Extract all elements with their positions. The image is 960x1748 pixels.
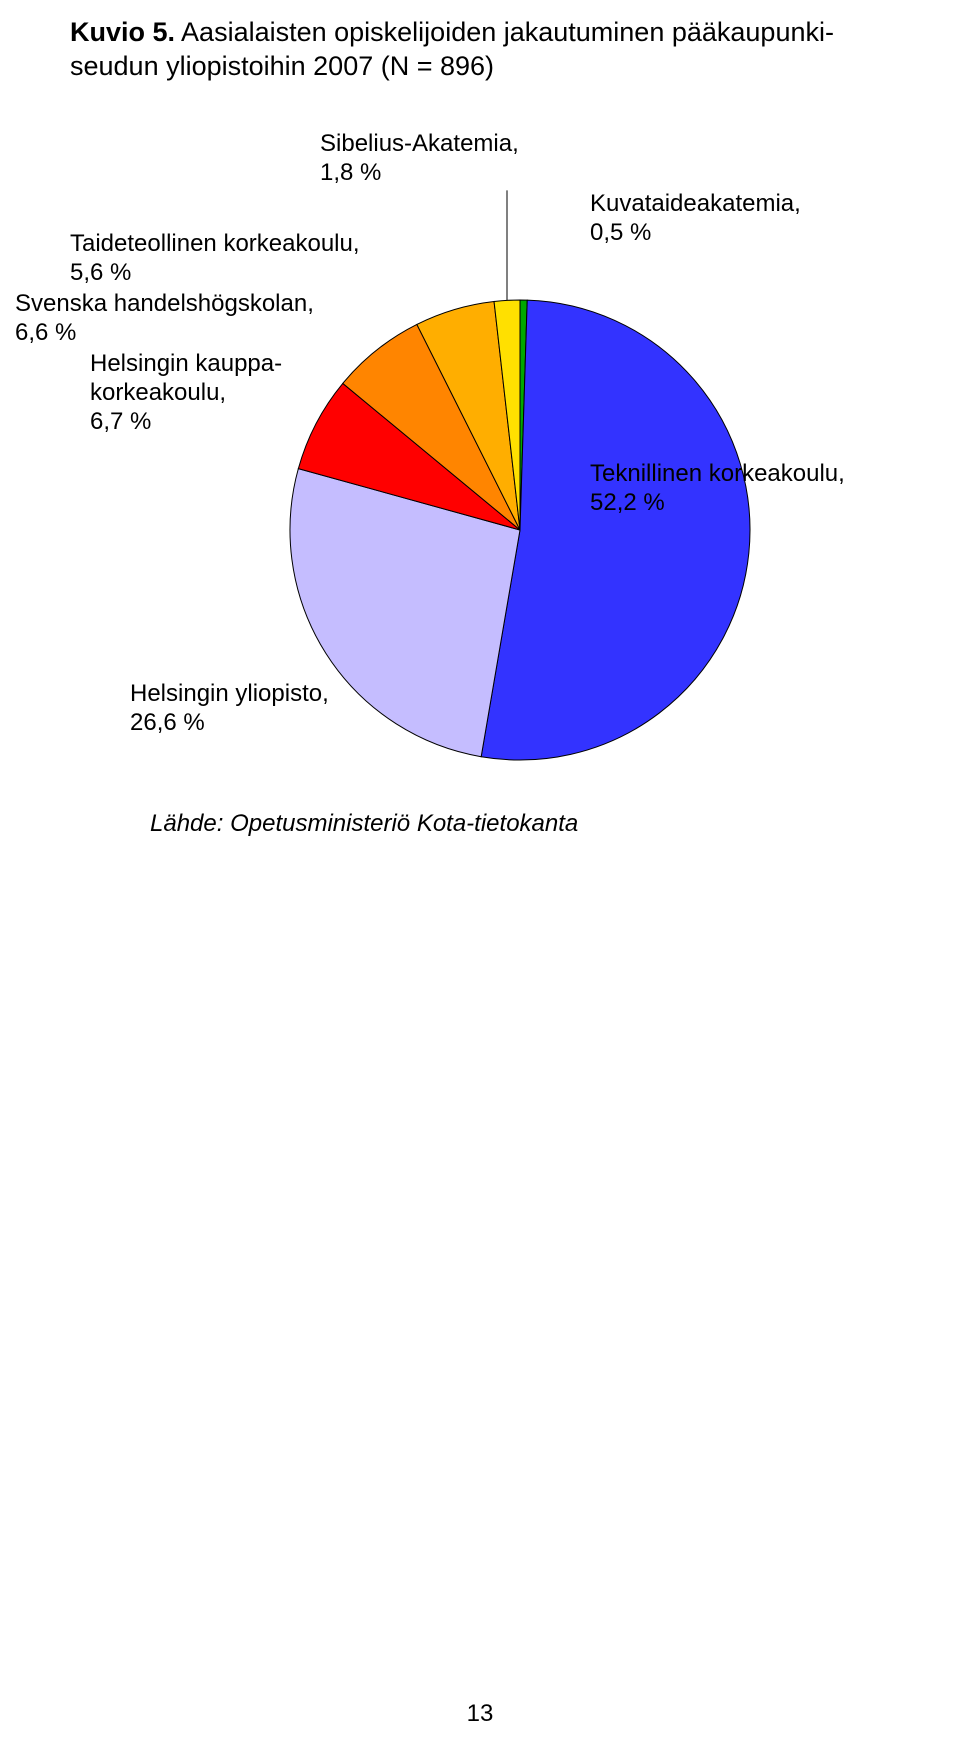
pie-slice-label: Helsingin yliopisto, 26,6 %: [130, 680, 329, 738]
pie-slice-label: Teknillinen korkeakoulu, 52,2 %: [590, 460, 845, 518]
page: Kuvio 5. Aasialaisten opiskelijoiden jak…: [0, 0, 960, 1748]
pie-slice-label: Helsingin kauppa- korkeakoulu, 6,7 %: [90, 350, 282, 436]
pie-slice-label: Sibelius-Akatemia, 1,8 %: [320, 130, 519, 188]
figure-title-prefix: Kuvio 5.: [70, 17, 175, 47]
figure-title: Kuvio 5. Aasialaisten opiskelijoiden jak…: [70, 16, 890, 84]
source-text: Lähde: Opetusministeriö Kota-tietokanta: [150, 810, 578, 838]
page-number: 13: [0, 1700, 960, 1728]
pie-slice-label: Svenska handelshögskolan, 6,6 %: [15, 290, 314, 348]
pie-chart-container: Kuvataideakatemia, 0,5 % Teknillinen kork…: [160, 130, 880, 770]
figure-title-rest: Aasialaisten opiskelijoiden jakautuminen…: [70, 17, 834, 81]
pie-slice-label: Taideteollinen korkeakoulu, 5,6 %: [70, 230, 360, 288]
pie-slice-label: Kuvataideakatemia, 0,5 %: [590, 190, 801, 248]
